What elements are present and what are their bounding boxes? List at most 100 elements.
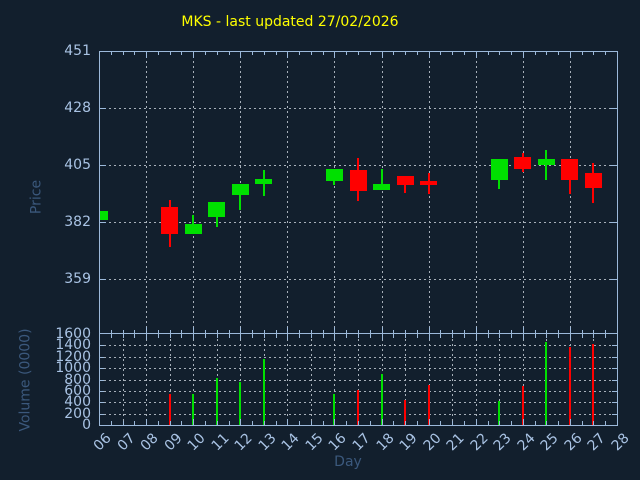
candle-body <box>397 176 414 185</box>
candle-body <box>538 159 555 165</box>
volume-tick <box>99 402 104 403</box>
volume-bar <box>381 374 383 425</box>
x-tick <box>217 421 218 425</box>
volume-bar <box>169 394 171 425</box>
x-tick <box>276 51 277 55</box>
price-gridline-vertical <box>334 51 335 334</box>
x-tick <box>323 334 324 338</box>
volume-bar <box>428 385 430 425</box>
candle-body <box>373 184 390 190</box>
x-tick <box>276 421 277 425</box>
x-tick <box>464 51 465 55</box>
x-tick <box>405 330 406 334</box>
x-tick <box>264 51 265 55</box>
candle-body <box>514 157 531 169</box>
x-tick <box>488 51 489 55</box>
volume-gridline-vertical <box>170 334 171 425</box>
x-tick <box>323 51 324 55</box>
x-tick <box>229 51 230 55</box>
x-tick <box>205 421 206 425</box>
x-tick <box>358 334 359 338</box>
x-tick <box>170 334 171 338</box>
x-tick <box>181 51 182 55</box>
price-gridline <box>99 279 617 280</box>
x-tick <box>429 51 430 58</box>
x-tick <box>217 330 218 334</box>
x-tick <box>476 51 477 58</box>
x-tick <box>393 334 394 338</box>
x-tick <box>170 421 171 425</box>
price-tick <box>610 222 617 223</box>
price-tick-label: 382 <box>64 214 91 230</box>
x-tick <box>405 51 406 55</box>
candle-body <box>561 159 578 180</box>
x-tick <box>193 327 194 334</box>
volume-tick-label: 800 <box>64 372 91 388</box>
x-tick-label: 06 <box>90 430 115 455</box>
x-tick <box>417 330 418 334</box>
x-tick <box>311 421 312 425</box>
x-tick <box>464 330 465 334</box>
x-tick <box>158 421 159 425</box>
price-gridline-vertical <box>476 51 477 334</box>
x-tick <box>488 334 489 338</box>
x-tick <box>123 330 124 334</box>
x-tick <box>488 330 489 334</box>
x-tick <box>393 330 394 334</box>
volume-tick <box>612 368 617 369</box>
x-tick <box>440 51 441 55</box>
price-panel <box>99 51 617 334</box>
x-tick <box>405 334 406 338</box>
price-gridline-vertical <box>287 51 288 334</box>
x-tick <box>464 421 465 425</box>
x-tick <box>535 334 536 338</box>
candle-wick <box>381 169 383 190</box>
x-tick <box>429 327 430 334</box>
x-tick <box>158 51 159 55</box>
x-tick <box>570 334 571 340</box>
x-tick-label: 26 <box>561 430 586 455</box>
volume-gridline-vertical <box>358 334 359 425</box>
volume-tick-label: 200 <box>64 406 91 422</box>
candle-body <box>420 181 437 185</box>
x-tick <box>346 334 347 338</box>
x-tick <box>546 330 547 334</box>
volume-bar <box>192 394 194 425</box>
volume-tick-label: 400 <box>64 394 91 410</box>
x-tick-label: 25 <box>537 430 562 455</box>
volume-tick <box>612 345 617 346</box>
x-tick-label: 08 <box>137 430 162 455</box>
x-tick <box>346 421 347 425</box>
x-tick <box>593 330 594 334</box>
x-tick <box>499 334 500 338</box>
volume-tick-label: 1600 <box>55 326 91 342</box>
x-tick <box>452 51 453 55</box>
volume-gridline-vertical <box>476 334 477 425</box>
x-tick <box>523 419 524 425</box>
x-tick <box>334 334 335 340</box>
volume-tick-label: 0 <box>82 417 91 433</box>
volume-tick-label: 1200 <box>55 349 91 365</box>
x-tick-label: 27 <box>584 430 609 455</box>
price-gridline-vertical <box>193 51 194 334</box>
x-tick <box>111 334 112 338</box>
x-tick <box>287 327 288 334</box>
day-axis-title: Day <box>334 454 362 470</box>
price-tick <box>99 222 106 223</box>
x-tick <box>158 330 159 334</box>
volume-gridline-vertical <box>429 334 430 425</box>
volume-tick <box>612 414 617 415</box>
volume-gridline-vertical <box>405 334 406 425</box>
x-tick <box>358 330 359 334</box>
x-tick <box>417 51 418 55</box>
x-tick <box>170 51 171 55</box>
x-tick <box>276 330 277 334</box>
x-tick <box>582 51 583 55</box>
price-gridline <box>99 108 617 109</box>
x-tick <box>523 334 524 340</box>
x-tick <box>146 334 147 340</box>
price-gridline-vertical <box>146 51 147 334</box>
x-tick <box>593 421 594 425</box>
x-tick-label: 14 <box>278 430 303 455</box>
x-tick <box>287 51 288 58</box>
